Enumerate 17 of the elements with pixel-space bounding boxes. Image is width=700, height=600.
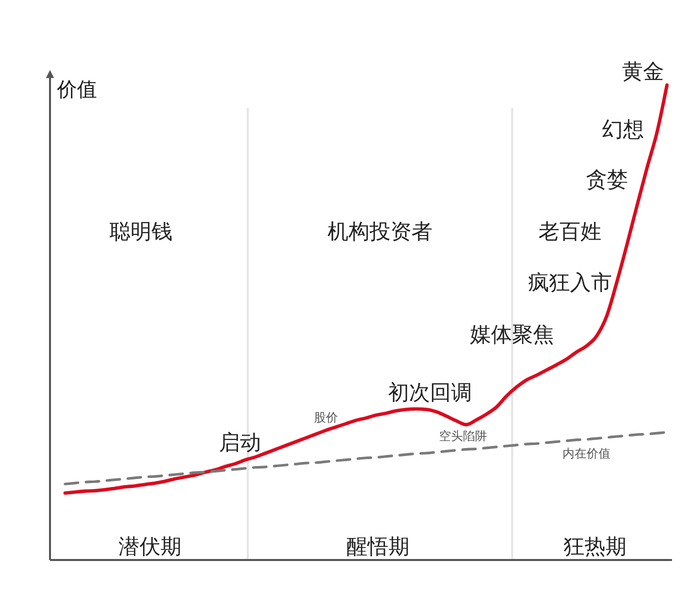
annotation: 媒体聚焦	[470, 324, 554, 346]
annotation: 空头陷阱	[439, 429, 487, 443]
annotation: 醒悟期	[346, 536, 410, 558]
annotation: 狂热期	[564, 536, 626, 558]
annotation: 老百姓	[538, 220, 602, 244]
series-label: 内在价值	[562, 446, 611, 460]
y-axis-title: 价值	[56, 79, 97, 101]
annotation: 疯狂入市	[528, 272, 612, 294]
annotation: 机构投资者	[328, 220, 432, 244]
annotation: 贪婪	[586, 168, 628, 192]
annotation: 初次回调	[388, 382, 472, 404]
text: 黄金	[622, 60, 664, 84]
annotation: 幻想	[602, 118, 644, 142]
annotation: 潜伏期	[118, 536, 182, 558]
annotation: 聪明钱	[110, 220, 172, 244]
annotation: 启动	[219, 432, 261, 454]
series-label: 股价	[314, 410, 338, 424]
